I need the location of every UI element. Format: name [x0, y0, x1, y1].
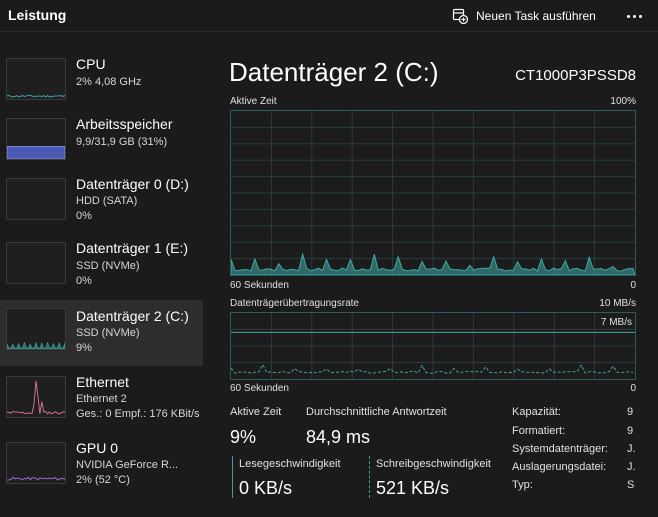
disk-1-thumbnail-graph: [6, 242, 66, 284]
memory-thumbnail-graph: [6, 118, 66, 160]
write-speed-label: Schreibgeschwindigkeit: [376, 458, 491, 470]
thumb-svg: [7, 146, 65, 159]
ethernet-thumbnail-graph: [6, 376, 66, 418]
sidebar-item-title: Ethernet: [76, 374, 129, 390]
sidebar-item-title: GPU 0: [76, 440, 119, 456]
sidebar-item-usage: 0%: [76, 210, 92, 222]
sidebar-item-disk-2[interactable]: Datenträger 2 (C:) SSD (NVMe) 9%: [0, 300, 203, 366]
active-time-chart-svg: [231, 111, 635, 275]
read-speed-indicator: [232, 456, 233, 498]
read-speed-label: Lesegeschwindigkeit: [239, 458, 341, 470]
sidebar-item-detail: HDD (SATA): [76, 195, 138, 207]
sidebar-item-gpu[interactable]: GPU 0 NVIDIA GeForce R... 2% (52 °C): [0, 430, 203, 496]
page-file-label: Auslagerungsdatei:: [512, 461, 607, 473]
sidebar-item-usage: 2% (52 °C): [76, 474, 130, 486]
sidebar-item-detail: Ethernet 2: [76, 393, 127, 405]
write-speed-indicator: [369, 456, 370, 498]
chart-transfer-rate-line-label: 7 MB/s: [600, 317, 632, 328]
sidebar-item-detail: SSD (NVMe): [76, 327, 140, 339]
gpu-thumbnail-graph: [6, 442, 66, 484]
page-file-value: J.: [627, 461, 636, 473]
sidebar: CPU 2% 4,08 GHz Arbeitsspeicher 9,9/31,9…: [0, 40, 205, 517]
disk-2-thumbnail-graph: [6, 308, 66, 350]
sidebar-item-title: Datenträger 2 (C:): [76, 308, 189, 324]
sidebar-item-detail: SSD (NVMe): [76, 260, 140, 272]
sidebar-item-detail: NVIDIA GeForce R...: [76, 459, 179, 471]
sidebar-item-title: Datenträger 0 (D:): [76, 176, 189, 192]
type-value: S: [627, 479, 635, 491]
chart-active-time-min: 0: [630, 280, 636, 291]
chart-active-time-max: 100%: [610, 96, 636, 107]
active-time-stat-label: Aktive Zeit: [230, 406, 282, 418]
sidebar-item-detail: 2% 4,08 GHz: [76, 76, 142, 88]
thumb-svg: [7, 94, 65, 98]
sidebar-item-memory[interactable]: Arbeitsspeicher 9,9/31,9 GB (31%): [0, 108, 203, 174]
sidebar-item-usage: 0%: [76, 275, 92, 287]
active-time-series: [231, 252, 635, 275]
run-new-task-label: Neuen Task ausführen: [476, 9, 596, 23]
read-speed-value: 0 KB/s: [239, 478, 293, 498]
type-label: Typ:: [512, 479, 533, 491]
sidebar-item-cpu[interactable]: CPU 2% 4,08 GHz: [0, 48, 203, 114]
run-new-task-button[interactable]: Neuen Task ausführen: [452, 5, 596, 27]
sidebar-item-title: Datenträger 1 (E:): [76, 240, 189, 256]
sidebar-item-title: Arbeitsspeicher: [76, 116, 173, 132]
header-bar: Leistung Neuen Task ausführen: [0, 0, 658, 32]
transfer-rate-chart-svg: [231, 313, 635, 379]
page-title: Leistung: [8, 7, 67, 23]
chart-transfer-rate-max: 10 MB/s: [599, 298, 636, 309]
capacity-value: 9: [627, 406, 634, 418]
sidebar-item-usage: 9%: [76, 342, 92, 354]
write-speed-value: 521 KB/s: [376, 478, 450, 498]
response-time-stat-value: 84,9 ms: [306, 427, 371, 447]
thumb-svg: [7, 341, 65, 349]
sidebar-item-disk-0[interactable]: Datenträger 0 (D:) HDD (SATA) 0%: [0, 168, 203, 234]
write-rate-series: [231, 363, 634, 374]
sidebar-item-disk-1[interactable]: Datenträger 1 (E:) SSD (NVMe) 0%: [0, 232, 203, 298]
active-time-stat-value: 9%: [230, 427, 257, 447]
disk-0-thumbnail-graph: [6, 178, 66, 220]
device-title: Datenträger 2 (C:): [229, 57, 439, 87]
thumb-svg: [7, 476, 65, 481]
more-options-icon[interactable]: [624, 6, 644, 26]
system-disk-value: J.: [627, 443, 636, 455]
active-time-chart: [230, 110, 636, 276]
capacity-label: Kapazität:: [512, 406, 561, 418]
sidebar-item-title: CPU: [76, 56, 106, 72]
formatted-value: 9: [627, 425, 634, 437]
transfer-rate-chart: [230, 312, 636, 380]
chart-transfer-rate-min: 0: [630, 383, 636, 394]
device-model: CT1000P3PSSD8: [515, 67, 636, 84]
response-time-stat-label: Durchschnittliche Antwortzeit: [306, 406, 447, 418]
new-task-icon: [452, 8, 468, 24]
sidebar-item-usage: Ges.: 0 Empf.: 176 KBit/s: [76, 408, 200, 420]
cpu-thumbnail-graph: [6, 58, 66, 100]
chart-active-time-xlabel: 60 Sekunden: [230, 280, 289, 291]
chart-active-time-label: Aktive Zeit: [230, 96, 277, 107]
sidebar-item-ethernet[interactable]: Ethernet Ethernet 2 Ges.: 0 Empf.: 176 K…: [0, 364, 203, 430]
chart-transfer-rate-xlabel: 60 Sekunden: [230, 383, 289, 394]
thumb-svg: [7, 380, 65, 415]
formatted-label: Formatiert:: [512, 425, 566, 437]
system-disk-label: Systemdatenträger:: [512, 443, 608, 455]
chart-transfer-rate-label: Datenträgerübertragungsrate: [230, 298, 359, 309]
sidebar-item-detail: 9,9/31,9 GB (31%): [76, 136, 168, 148]
